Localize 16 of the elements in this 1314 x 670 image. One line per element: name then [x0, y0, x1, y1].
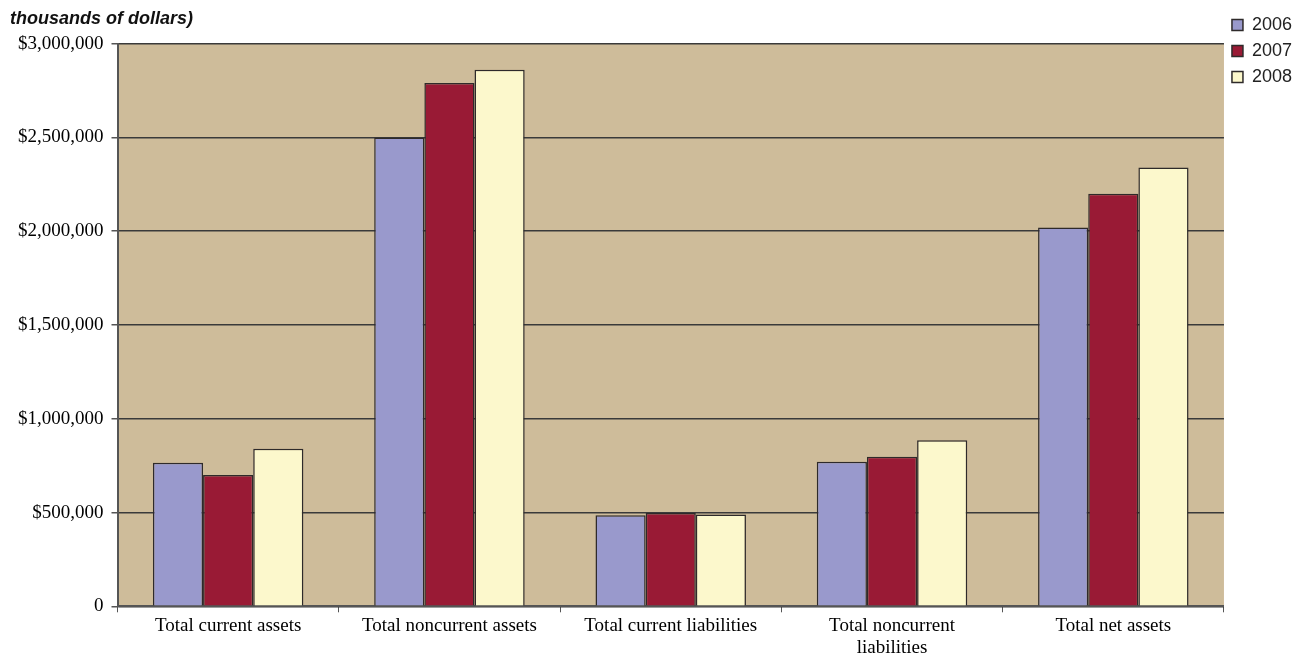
y-tick-label: $3,000,000 — [18, 31, 104, 53]
legend-label: 2007 — [1251, 39, 1292, 60]
chart-title: thousands of dollars) — [10, 7, 194, 28]
y-tick-label: $1,000,000 — [18, 406, 104, 428]
legend-label: 2006 — [1251, 13, 1292, 34]
x-tick-label: Total noncurrent liabilities — [829, 614, 956, 658]
y-tick-label: $500,000 — [32, 500, 104, 522]
y-tick-label: $2,000,000 — [18, 219, 104, 241]
x-tick-label: Total net assets — [1055, 614, 1172, 636]
y-tick-label: $1,500,000 — [18, 312, 104, 334]
x-tick-label: Total current liabilities — [584, 614, 758, 636]
legend-label: 2008 — [1251, 65, 1292, 86]
x-tick-label: Total noncurrent assets — [361, 614, 537, 636]
y-tick-label: 0 — [94, 594, 104, 616]
x-tick-label: Total current assets — [154, 614, 302, 636]
y-tick-label: $2,500,000 — [18, 125, 104, 147]
